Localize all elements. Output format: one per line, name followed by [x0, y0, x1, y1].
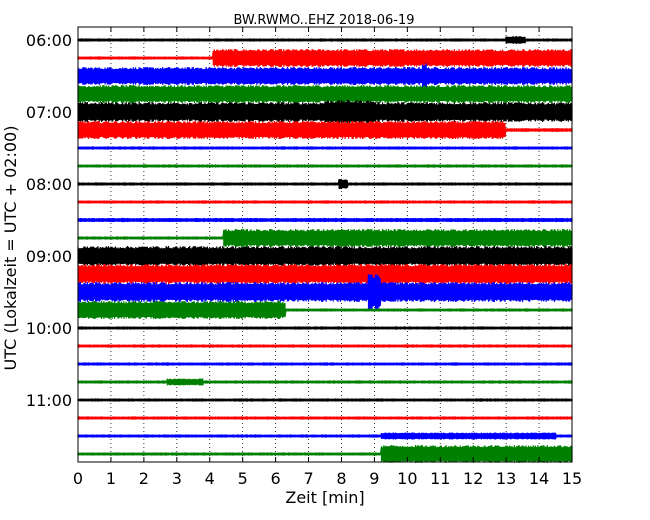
x-tick-label: 8 — [336, 469, 346, 488]
seismic-trace — [77, 146, 573, 150]
seismic-trace — [77, 362, 573, 366]
seismic-trace — [77, 245, 573, 267]
seismic-trace — [77, 228, 573, 248]
seismic-trace — [77, 63, 573, 89]
x-tick-label: 5 — [238, 469, 248, 488]
y-tick-label: 10:00 — [26, 319, 72, 338]
chart-title: BW.RWMO..EHZ 2018-06-19 — [233, 13, 414, 28]
seismic-trace — [77, 274, 573, 310]
x-tick-label: 0 — [73, 469, 83, 488]
plot-frame — [77, 26, 573, 463]
x-tick-label: 2 — [139, 469, 149, 488]
seismic-trace — [77, 164, 573, 168]
seismic-trace — [77, 84, 573, 104]
seismic-trace — [77, 416, 573, 420]
y-tick-label: 06:00 — [26, 31, 72, 50]
y-tick-label: 09:00 — [26, 247, 72, 266]
x-tick-label: 10 — [397, 469, 417, 488]
x-tick-label: 13 — [496, 469, 516, 488]
x-tick-label: 14 — [529, 469, 549, 488]
x-tick-label: 6 — [271, 469, 281, 488]
seismic-trace — [77, 398, 573, 402]
y-tick-label: 08:00 — [26, 175, 72, 194]
x-tick-label: 1 — [106, 469, 116, 488]
seismic-trace — [77, 263, 573, 285]
x-tick-label: 11 — [430, 469, 450, 488]
seismic-trace — [77, 444, 573, 464]
seismic-trace — [77, 300, 573, 320]
x-tick-label: 7 — [303, 469, 313, 488]
seismic-trace — [77, 432, 573, 440]
seismic-trace — [77, 36, 573, 45]
x-tick-label: 15 — [562, 469, 582, 488]
y-tick-label: 11:00 — [26, 391, 72, 410]
seismic-trace — [77, 120, 573, 140]
seismic-trace — [77, 200, 573, 204]
trace-group — [77, 36, 573, 464]
x-tick-label: 4 — [205, 469, 215, 488]
x-ticks: 0 1 2 3 4 5 6 7 8 9 10 11 12 13 14 15 — [73, 27, 582, 488]
x-tick-label: 12 — [463, 469, 483, 488]
x-axis-label: Zeit [min] — [285, 488, 364, 507]
seismic-trace — [77, 99, 573, 125]
y-ticks: 06:00 07:00 08:00 09:00 10:00 11:00 — [26, 31, 572, 410]
seismic-trace — [77, 326, 573, 330]
seismic-trace — [77, 178, 573, 190]
x-tick-label: 3 — [172, 469, 182, 488]
seismic-trace — [77, 344, 573, 348]
x-tick-label: 9 — [369, 469, 379, 488]
y-tick-label: 07:00 — [26, 103, 72, 122]
seismic-trace — [77, 378, 573, 386]
y-axis-label: UTC (Lokalzeit = UTC + 02:00) — [1, 126, 20, 371]
seismic-trace — [77, 48, 573, 68]
seismic-trace — [77, 217, 573, 223]
